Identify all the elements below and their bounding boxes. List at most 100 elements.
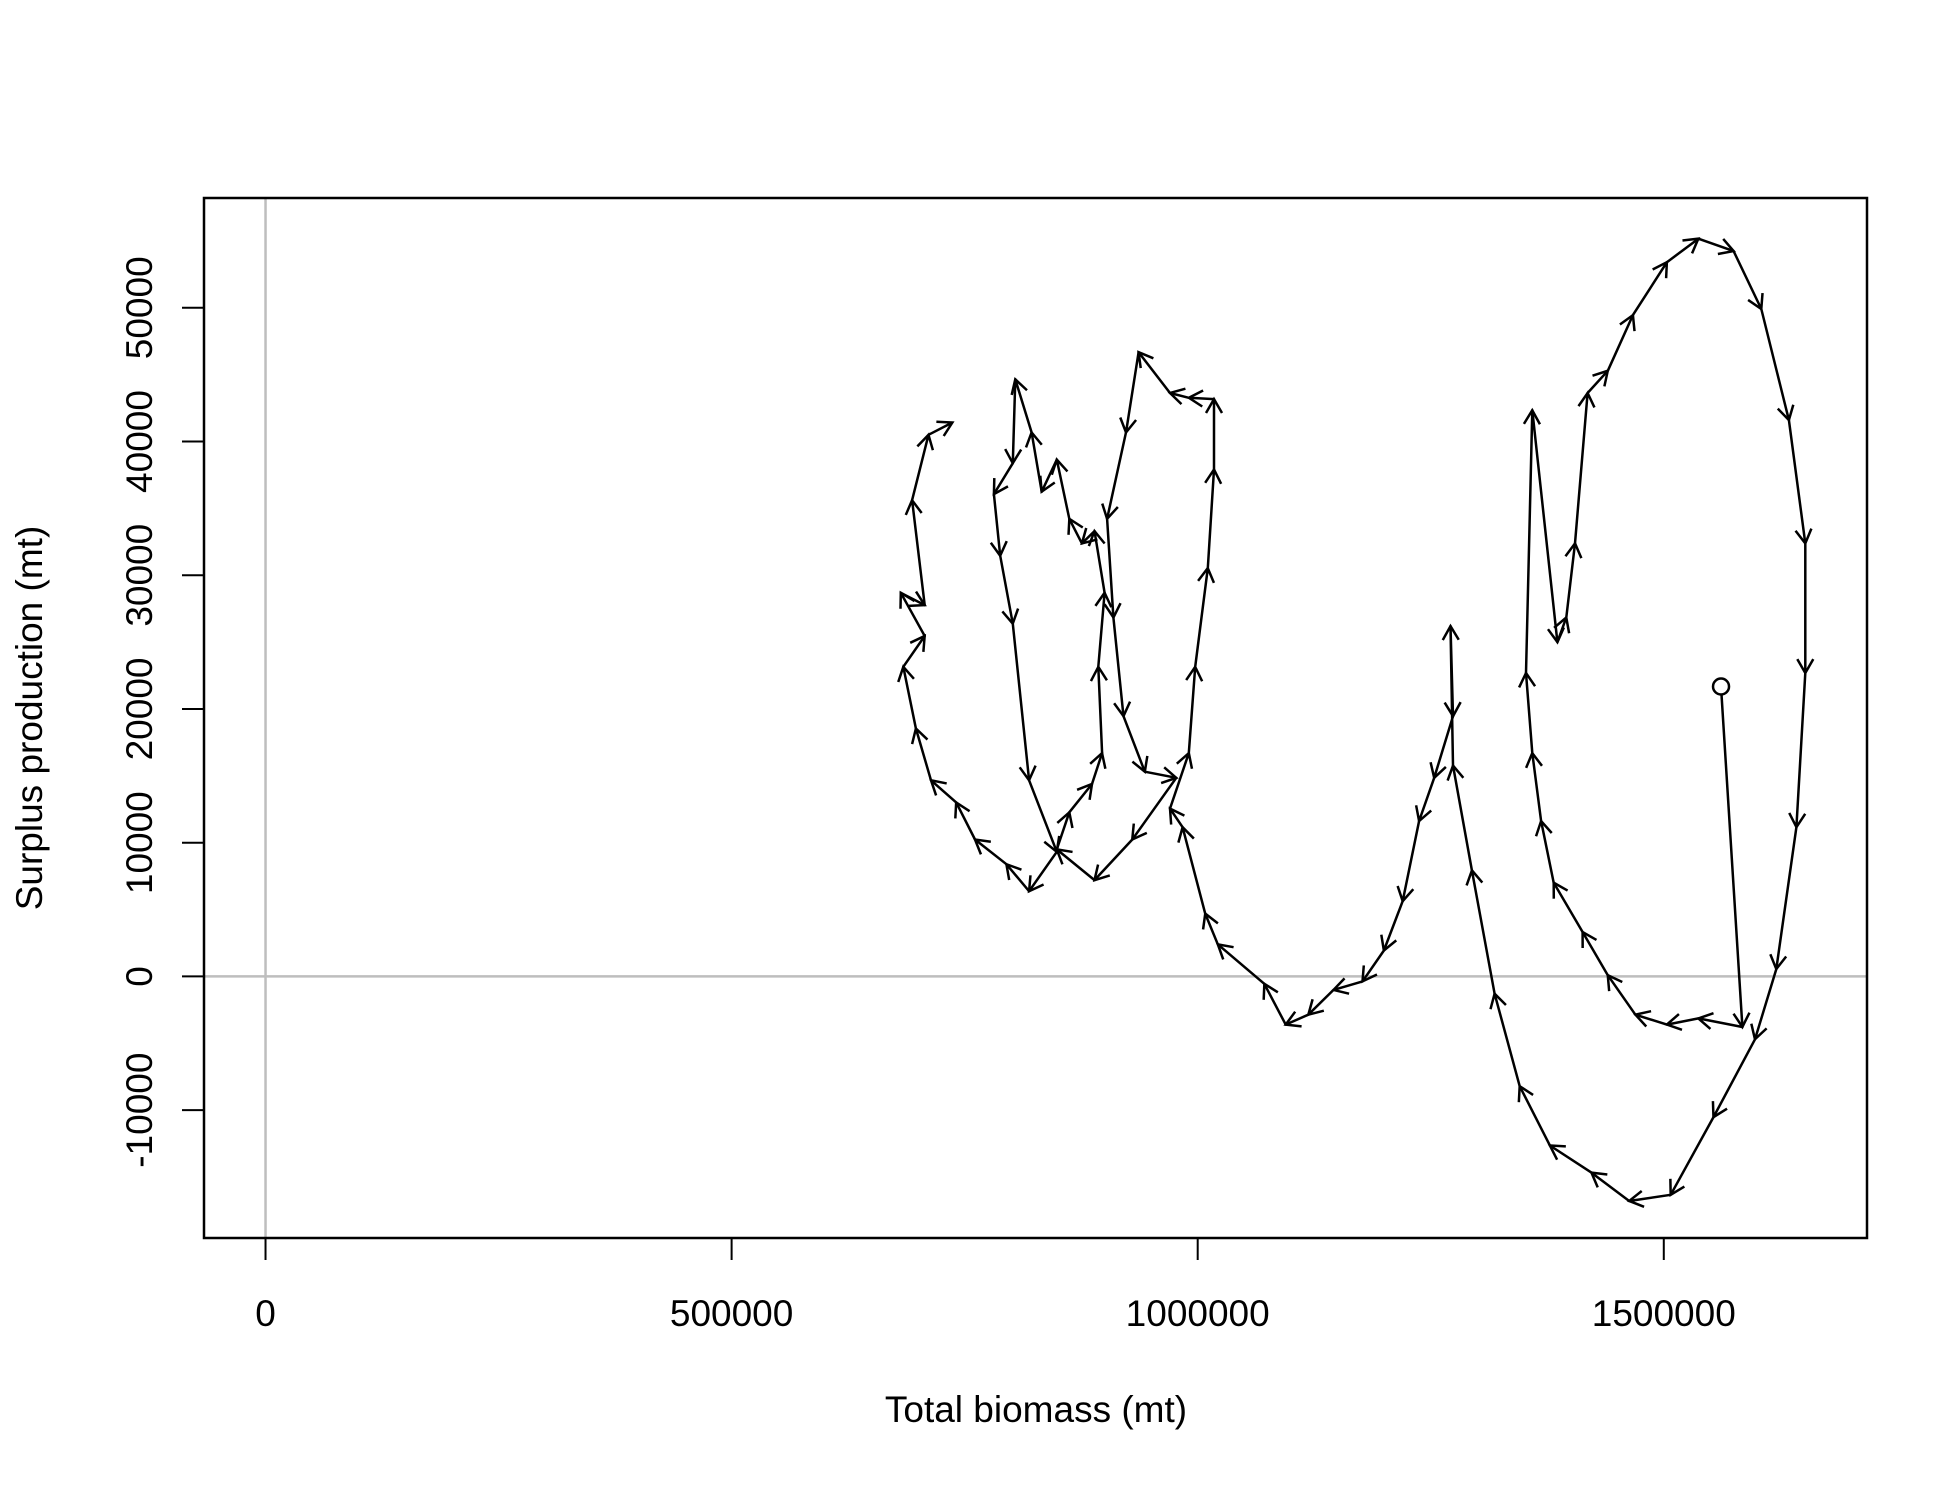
arrowhead (1056, 809, 1074, 829)
arrowhead (1050, 457, 1069, 476)
arrowhead (1589, 1171, 1608, 1188)
arrowhead (1750, 1023, 1768, 1042)
arrowhead (954, 800, 971, 819)
arrowhead (1552, 880, 1569, 899)
arrowhead (904, 497, 923, 516)
arrowhead (1633, 1009, 1652, 1028)
arrowhead (1027, 875, 1045, 894)
trajectory-line (899, 237, 1807, 1203)
x-tick-label: 500000 (670, 1293, 793, 1334)
y-axis-title: Surplus production (mt) (9, 526, 50, 911)
arrowhead (1167, 387, 1186, 406)
arrowhead (1553, 615, 1571, 634)
arrowhead (1619, 312, 1636, 332)
arrowhead (1160, 766, 1179, 785)
plot-frame (202, 196, 1869, 1240)
x-tick-label: 1500000 (1592, 1293, 1736, 1334)
arrowhead (1094, 590, 1113, 608)
arrowhead (1331, 977, 1350, 995)
x-tick-label: 0 (255, 1293, 276, 1334)
y-tick-label: 0 (119, 966, 160, 987)
arrowhead (1076, 782, 1094, 801)
arrowhead (1204, 466, 1223, 485)
arrowhead (916, 432, 935, 451)
arrowhead (1101, 503, 1119, 522)
arrowhead (1711, 1101, 1728, 1120)
arrowhead (1004, 448, 1023, 466)
arrowhead (1018, 765, 1037, 783)
arrowhead (910, 726, 929, 745)
y-tick-label: 40000 (119, 390, 160, 493)
arrowhead (1794, 528, 1813, 546)
arrowhead (1043, 835, 1061, 855)
arrowhead (1788, 812, 1807, 830)
arrowhead (1175, 750, 1194, 770)
arrowhead (1186, 389, 1204, 408)
arrowhead (1103, 602, 1122, 620)
arrowhead (899, 590, 916, 609)
arrowhead (1443, 701, 1462, 719)
arrowhead (1547, 1144, 1566, 1161)
arrowhead (1396, 885, 1415, 904)
arrowhead (1119, 417, 1138, 435)
arrowhead (1522, 407, 1542, 425)
arrowhead (1626, 1190, 1645, 1209)
arrowhead (1606, 973, 1623, 992)
arrowhead (1089, 750, 1107, 770)
arrowhead (1564, 540, 1583, 559)
arrowhead (992, 478, 1009, 497)
arrowhead (1262, 981, 1279, 1000)
arrowhead (1010, 376, 1028, 396)
arrowhead (1215, 942, 1234, 960)
arrowhead (1664, 1013, 1683, 1031)
arrowhead (1465, 867, 1484, 886)
arrowhead (909, 633, 927, 653)
arrowhead (1004, 862, 1022, 881)
y-tick-label: 10000 (119, 791, 160, 894)
arrowhead (973, 837, 992, 855)
arrowhead (1131, 755, 1149, 775)
arrowhead (1546, 626, 1566, 645)
arrowhead (1204, 396, 1224, 414)
arrowhead (936, 420, 955, 437)
arrowhead (1201, 911, 1219, 930)
arrowhead (1669, 1178, 1686, 1197)
arrowhead (1306, 998, 1325, 1017)
arrowhead (1717, 238, 1736, 256)
arrowhead (1039, 475, 1056, 494)
arrowhead (1168, 806, 1185, 825)
arrowhead (1024, 429, 1043, 448)
arrowhead (1682, 237, 1701, 254)
arrowhead (1517, 670, 1537, 688)
arrowhead (1092, 864, 1111, 882)
arrowhead (1581, 929, 1598, 949)
arrowhead (1283, 1010, 1302, 1028)
arrowhead (908, 590, 927, 608)
arrowhead (929, 778, 947, 796)
arrowhead (1429, 761, 1447, 781)
arrowhead (1137, 350, 1154, 369)
arrowhead (1067, 516, 1084, 535)
arrowhead (1592, 368, 1610, 387)
arrowhead (1489, 991, 1507, 1010)
y-tick-label: 30000 (119, 524, 160, 627)
arrowhead (1652, 260, 1669, 279)
arrowhead (1361, 965, 1378, 984)
x-tick-label: 1000000 (1126, 1293, 1270, 1334)
arrowhead (1524, 750, 1543, 769)
arrowhead (897, 664, 915, 683)
x-axis-title: Total biomass (mt) (885, 1389, 1187, 1430)
y-tick-label: 50000 (119, 256, 160, 359)
arrowhead (1776, 404, 1795, 423)
arrowhead (989, 540, 1008, 559)
arrowhead (1769, 953, 1788, 972)
arrowhead (1747, 292, 1764, 312)
arrowhead (1796, 658, 1815, 676)
arrowhead (1185, 664, 1204, 682)
arrowhead (1441, 623, 1460, 641)
arrowhead (1695, 1012, 1714, 1030)
y-tick-label: 20000 (119, 658, 160, 761)
